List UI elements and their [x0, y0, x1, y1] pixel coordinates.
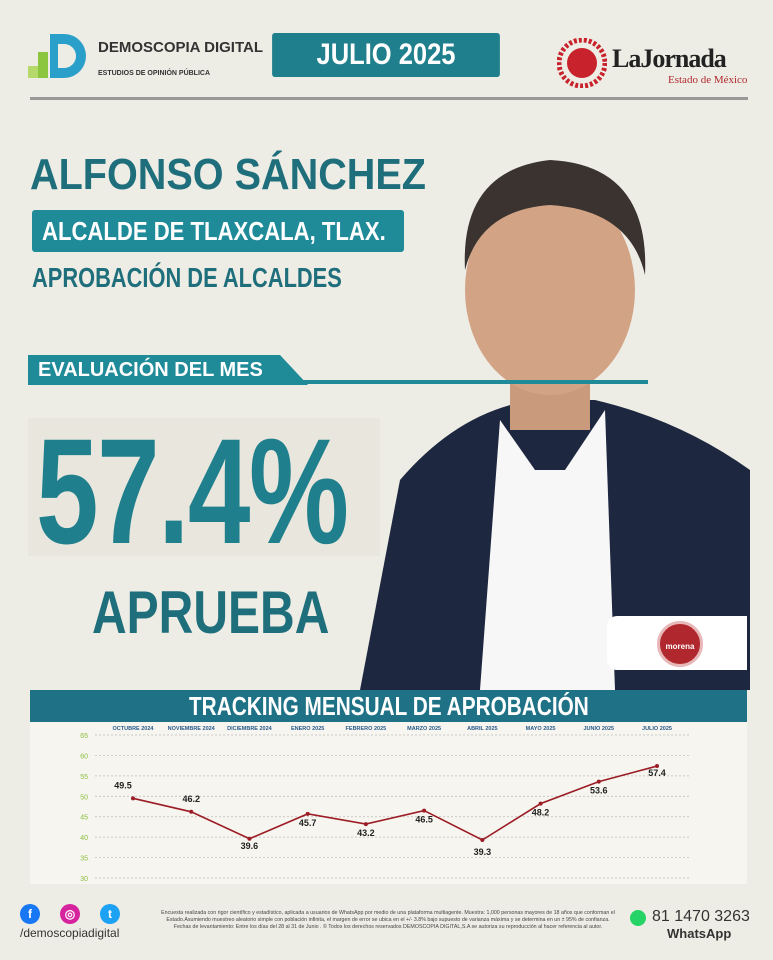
- logo-name: DEMOSCOPIA DIGITAL: [98, 39, 263, 56]
- tracking-chart: 30 35 40 45 50 55 60 65 OCTUBRE 2024 NOVIEMBRE 20…: [80, 726, 690, 883]
- social-handle[interactable]: /demoscopiadigital: [20, 926, 120, 940]
- methodology-disclaimer: Encuesta realizada con rigor científico …: [161, 910, 615, 930]
- data-point: [189, 809, 194, 814]
- data-point: [538, 801, 543, 806]
- x-tick-label: FEBRERO 2025: [346, 726, 387, 732]
- subject-role-text: ALCALDE DE TLAXCALA, TLAX.: [42, 216, 386, 246]
- la-jornada-sun-icon: [557, 38, 607, 88]
- twitter-icon[interactable]: t: [100, 904, 120, 924]
- subject-role: ALCALDE DE TLAXCALA, TLAX.: [32, 210, 404, 252]
- data-point: [596, 779, 601, 784]
- party-logo: morena: [657, 621, 703, 667]
- y-tick-label: 45: [80, 815, 88, 822]
- eval-label: EVALUACIÓN DEL MES: [38, 359, 263, 381]
- facebook-icon[interactable]: f: [20, 904, 40, 924]
- demoscopia-logo-icon: [28, 34, 86, 78]
- instagram-icon[interactable]: ◎: [60, 904, 80, 924]
- x-tick-label: JULIO 2025: [642, 726, 672, 732]
- media-logo: LaJornada: [612, 44, 727, 73]
- phone-channel: WhatsApp: [667, 926, 732, 941]
- survey-category: APROBACIÓN DE ALCALDES: [32, 262, 342, 293]
- y-tick-label: 30: [80, 876, 88, 883]
- data-label: 53.6: [590, 786, 608, 796]
- x-tick-label: NOVIEMBRE 2024: [168, 726, 216, 732]
- approval-panel: [28, 418, 380, 556]
- data-point: [422, 808, 427, 813]
- data-point: [305, 811, 310, 816]
- media-subtitle: Estado de México: [668, 74, 748, 86]
- data-point: [363, 822, 368, 827]
- whatsapp-icon: [630, 910, 646, 926]
- x-tick-label: MAYO 2025: [526, 726, 556, 732]
- eval-underline: [28, 380, 648, 384]
- data-label: 49.5: [114, 780, 132, 790]
- header-divider: [30, 97, 748, 100]
- series-line: [132, 765, 658, 841]
- phone-number[interactable]: 81 1470 3263: [652, 908, 750, 925]
- data-point: [131, 796, 135, 801]
- chart-background: [30, 722, 747, 884]
- period-badge: JULIO 2025: [272, 33, 500, 77]
- y-tick-label: 60: [80, 753, 88, 760]
- data-label: 39.3: [474, 847, 492, 857]
- y-tick-label: 55: [80, 774, 88, 781]
- data-label: 43.2: [357, 828, 375, 838]
- approval-value: 57.4%: [36, 407, 349, 575]
- x-tick-label: JUNIO 2025: [583, 726, 614, 732]
- data-label: 39.6: [241, 841, 259, 851]
- data-point: [480, 838, 485, 843]
- chart-title-bar: TRACKING MENSUAL DE APROBACIÓN: [30, 690, 747, 722]
- y-tick-label: 50: [80, 794, 88, 801]
- data-label: 46.2: [182, 794, 200, 804]
- data-label: 57.4: [648, 768, 666, 778]
- data-label: 45.7: [299, 818, 317, 828]
- y-tick-label: 40: [80, 835, 88, 842]
- data-point: [247, 836, 252, 841]
- chart-title: TRACKING MENSUAL DE APROBACIÓN: [188, 691, 589, 721]
- x-tick-label: MARZO 2025: [407, 726, 441, 732]
- x-tick-label: DICIEMBRE 2024: [227, 726, 273, 732]
- eval-banner: [28, 355, 308, 385]
- social-links: f ◎ t: [20, 904, 140, 924]
- data-point: [655, 764, 659, 769]
- data-label: 46.5: [415, 815, 433, 825]
- subject-name: ALFONSO SÁNCHEZ: [30, 150, 426, 199]
- x-tick-label: ABRIL 2025: [467, 726, 497, 732]
- logo-tagline: ESTUDIOS DE OPINIÓN PÚBLICA: [98, 70, 211, 77]
- x-tick-label: OCTUBRE 2024: [113, 726, 155, 732]
- x-tick-label: ENERO 2025: [291, 726, 324, 732]
- data-label: 48.2: [532, 808, 550, 818]
- y-tick-label: 35: [80, 856, 88, 863]
- approval-verdict: APRUEBA: [92, 579, 330, 646]
- subject-photo: [360, 160, 750, 690]
- y-tick-label: 65: [80, 733, 88, 740]
